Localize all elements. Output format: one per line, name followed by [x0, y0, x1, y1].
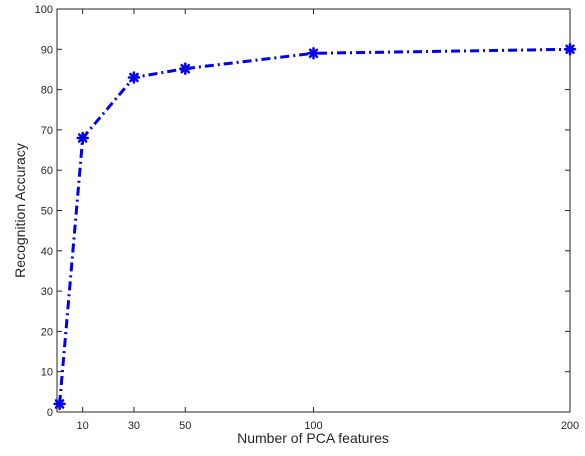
data-point	[76, 131, 89, 145]
x-axis-title: Number of PCA features	[237, 430, 389, 446]
y-tick-label: 60	[41, 165, 53, 177]
data-point-center	[131, 75, 137, 81]
y-tick-label: 0	[47, 407, 53, 419]
y-axis-title: Recognition Accuracy	[12, 143, 28, 278]
y-tick-label: 90	[41, 44, 53, 56]
y-tick-label: 70	[41, 125, 53, 137]
x-tick-label: 50	[179, 420, 191, 432]
data-point-center	[182, 66, 188, 72]
series	[53, 43, 577, 411]
y-tick-label: 20	[41, 326, 53, 338]
data-point-center	[80, 135, 86, 141]
y-tick-label: 30	[41, 286, 53, 298]
data-point	[53, 397, 66, 411]
data-point-center	[567, 46, 573, 52]
data-point-center	[57, 401, 63, 407]
y-tick-label: 40	[41, 246, 53, 258]
y-tick-label: 10	[41, 367, 53, 379]
x-tick-label: 10	[77, 420, 89, 432]
data-point	[127, 71, 141, 84]
data-point	[563, 43, 577, 56]
plot-area	[57, 9, 570, 412]
series-line	[58, 47, 571, 405]
axes: 0 10 20 30 40 50 60 70 80 90 100 10 30 50 100 200	[35, 4, 580, 432]
x-tick-label: 200	[561, 420, 579, 432]
y-tick-label: 100	[35, 4, 53, 16]
data-point	[179, 62, 192, 75]
data-point-center	[311, 50, 316, 56]
x-tick-label: 30	[128, 420, 140, 432]
data-point	[307, 47, 320, 60]
y-tick-label: 50	[41, 206, 53, 218]
y-tick-label: 80	[41, 85, 53, 97]
x-tick-label: 100	[304, 420, 322, 432]
